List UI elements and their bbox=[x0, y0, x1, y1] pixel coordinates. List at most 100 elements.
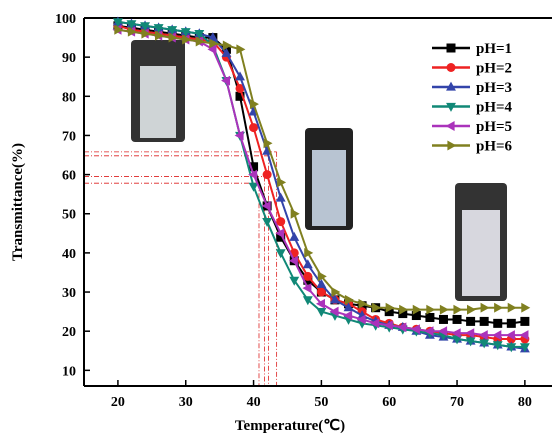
marker bbox=[480, 302, 490, 313]
marker bbox=[331, 287, 341, 297]
marker bbox=[276, 217, 286, 227]
marker bbox=[140, 22, 150, 32]
y-tick-label: 90 bbox=[62, 51, 76, 66]
marker bbox=[452, 335, 462, 345]
marker bbox=[383, 320, 393, 331]
y-tick-label: 10 bbox=[62, 364, 76, 379]
marker bbox=[221, 47, 232, 57]
marker bbox=[126, 20, 137, 30]
marker bbox=[453, 304, 463, 315]
marker bbox=[358, 298, 368, 309]
marker bbox=[452, 314, 462, 324]
marker bbox=[329, 306, 339, 317]
marker bbox=[235, 83, 245, 93]
marker bbox=[209, 38, 219, 49]
legend-label: pH=5 bbox=[476, 119, 512, 135]
y-axis-label: Transmittance(%) bbox=[10, 143, 26, 261]
marker bbox=[234, 130, 244, 141]
marker bbox=[492, 330, 502, 341]
marker bbox=[506, 318, 516, 328]
marker bbox=[492, 341, 503, 351]
marker bbox=[304, 247, 314, 258]
marker bbox=[505, 330, 515, 341]
marker bbox=[384, 307, 394, 317]
marker bbox=[235, 71, 245, 81]
marker bbox=[114, 24, 124, 35]
y-tick-label: 60 bbox=[62, 169, 76, 184]
marker bbox=[289, 231, 300, 241]
marker bbox=[412, 304, 422, 315]
marker bbox=[277, 177, 287, 188]
marker bbox=[520, 316, 530, 326]
marker bbox=[316, 278, 327, 288]
marker bbox=[356, 314, 366, 325]
vial-photo bbox=[140, 66, 176, 138]
marker bbox=[248, 169, 258, 180]
y-tick-label: 40 bbox=[62, 247, 76, 262]
y-tick-label: 30 bbox=[62, 286, 76, 301]
marker bbox=[438, 314, 448, 324]
marker bbox=[343, 302, 354, 312]
marker bbox=[479, 316, 489, 326]
vial-photo bbox=[462, 210, 500, 296]
marker bbox=[195, 36, 205, 47]
marker bbox=[372, 302, 382, 313]
marker bbox=[317, 271, 327, 282]
legend-marker bbox=[446, 43, 456, 53]
marker bbox=[207, 32, 218, 42]
marker bbox=[519, 343, 530, 353]
legend-label: pH=3 bbox=[476, 80, 512, 96]
marker bbox=[330, 294, 340, 304]
marker bbox=[343, 310, 353, 321]
marker bbox=[426, 304, 436, 315]
marker bbox=[249, 162, 259, 172]
marker bbox=[466, 316, 476, 326]
marker bbox=[302, 283, 312, 294]
x-tick-label: 70 bbox=[450, 395, 464, 410]
marker bbox=[478, 330, 488, 341]
marker bbox=[424, 326, 434, 337]
marker bbox=[385, 302, 395, 313]
legend-marker bbox=[447, 140, 457, 151]
marker bbox=[316, 287, 326, 297]
photos bbox=[131, 40, 507, 301]
marker bbox=[399, 304, 409, 315]
marker bbox=[494, 302, 504, 313]
marker bbox=[248, 182, 259, 192]
marker bbox=[275, 192, 286, 202]
marker bbox=[221, 75, 231, 86]
marker bbox=[465, 328, 475, 339]
marker bbox=[411, 311, 421, 321]
y-tick-label: 50 bbox=[62, 208, 76, 223]
marker bbox=[262, 170, 272, 180]
marker bbox=[153, 24, 164, 34]
legend-label: pH=2 bbox=[476, 61, 512, 77]
marker bbox=[155, 30, 165, 41]
marker bbox=[519, 330, 529, 341]
marker bbox=[316, 308, 327, 318]
marker bbox=[438, 326, 448, 337]
marker bbox=[506, 343, 517, 353]
marker bbox=[249, 123, 259, 133]
marker bbox=[236, 44, 246, 55]
legend-label: pH=6 bbox=[476, 139, 513, 155]
marker bbox=[302, 259, 313, 269]
legend-label: pH=1 bbox=[476, 41, 512, 57]
marker bbox=[261, 200, 271, 211]
marker bbox=[410, 324, 420, 335]
marker bbox=[235, 91, 245, 101]
marker bbox=[439, 304, 449, 315]
marker bbox=[493, 318, 503, 328]
marker bbox=[451, 328, 461, 339]
marker bbox=[167, 26, 178, 36]
marker bbox=[275, 249, 286, 259]
marker bbox=[521, 302, 531, 313]
marker bbox=[290, 208, 300, 219]
marker bbox=[289, 276, 300, 286]
marker bbox=[263, 138, 273, 149]
x-tick-label: 60 bbox=[382, 395, 396, 410]
y-tick-label: 70 bbox=[62, 129, 76, 144]
marker bbox=[507, 302, 517, 313]
marker bbox=[370, 318, 380, 329]
